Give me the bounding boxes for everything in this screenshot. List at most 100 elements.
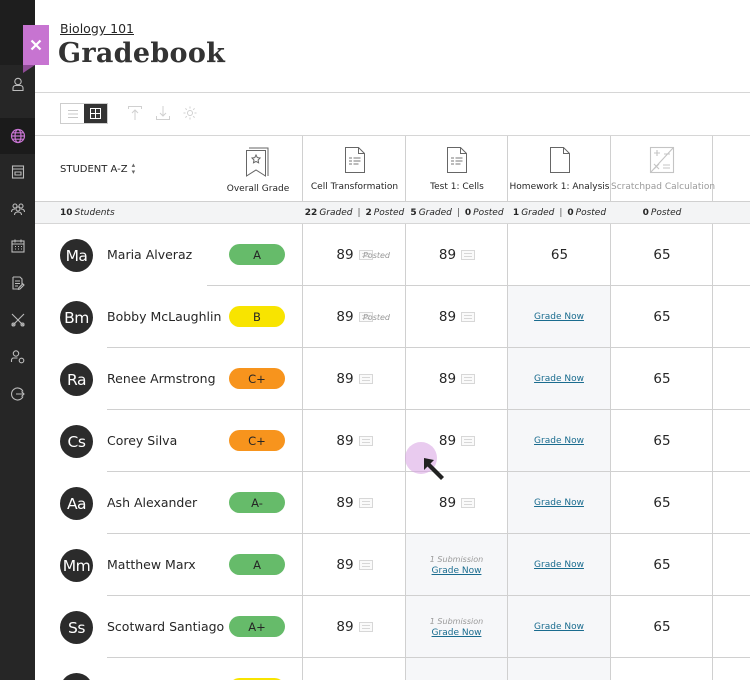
submission-status: 1 Submission Grade Now <box>430 617 483 638</box>
user-settings-icon <box>10 350 24 364</box>
grade-cell[interactable]: 89 Posted <box>336 309 390 325</box>
grade-cell[interactable]: 65 <box>653 247 671 263</box>
column-title: Scratchpad Calculation <box>611 182 716 192</box>
nav-item-organizations[interactable] <box>0 191 35 227</box>
grade-cell[interactable]: 89 <box>303 348 406 410</box>
overall-grade-pill[interactable]: C+ <box>229 430 285 451</box>
gradebook-grid: STUDENT A-Z ▴ ▾ Overall Grade Cell Transf… <box>35 136 750 680</box>
column-header-homework-1[interactable]: Homework 1: Analysis <box>508 146 611 192</box>
grade-now-link[interactable]: Grade Now <box>534 436 584 446</box>
student-name[interactable]: Matthew Marx <box>107 557 196 572</box>
grade-cell[interactable]: 1 Submission Grade Now <box>406 534 507 596</box>
grade-cell[interactable] <box>508 658 610 680</box>
grade-cell[interactable]: 65 <box>653 557 671 573</box>
student-name[interactable]: Renee Armstrong <box>107 371 216 386</box>
grade-cell[interactable]: 89 <box>303 534 406 596</box>
grade-cell[interactable]: Grade Now <box>508 596 610 658</box>
grade-cell[interactable]: 89 <box>303 596 406 658</box>
submission-status: 1 Submission Grade Now <box>430 555 483 576</box>
overall-grade-label: Overall Grade <box>226 184 290 194</box>
grade-cell[interactable]: 89 <box>303 410 406 472</box>
grade-cell[interactable]: 65 <box>653 495 671 511</box>
student-name[interactable]: Bobby McLaughlin <box>107 309 222 324</box>
grade-cell[interactable]: 65 <box>653 371 671 387</box>
student-name[interactable]: Corey Silva <box>107 433 178 448</box>
grade-cell[interactable]: 65 <box>653 619 671 635</box>
grade-now-link[interactable]: Grade Now <box>431 565 482 576</box>
grade-cell[interactable]: 89 <box>406 472 508 534</box>
nav-item-signout[interactable] <box>0 376 35 412</box>
close-icon <box>30 39 42 51</box>
row-divider <box>303 285 750 286</box>
grade-cell[interactable]: 65 <box>653 309 671 325</box>
student-row <box>35 658 750 680</box>
upload-icon[interactable] <box>127 105 143 121</box>
student-name[interactable]: Ash Alexander <box>107 495 198 510</box>
grade-cell[interactable]: 89 <box>406 348 508 410</box>
comment-icon <box>461 498 476 508</box>
calculation-icon <box>649 146 675 174</box>
document-icon <box>549 147 570 173</box>
overall-grade-pill[interactable] <box>229 678 285 680</box>
grid-view-button[interactable] <box>84 104 107 123</box>
nav-item-calendar[interactable] <box>0 228 35 264</box>
row-divider <box>107 409 750 410</box>
course-breadcrumb-link[interactable]: Biology 101 <box>60 21 134 36</box>
column-title: Cell Transformation <box>310 182 399 192</box>
overall-grade-header[interactable]: Overall Grade <box>223 146 293 194</box>
list-view-button[interactable] <box>61 104 84 123</box>
grade-now-link[interactable]: Grade Now <box>534 374 584 384</box>
grade-cell[interactable]: 89 <box>406 224 508 286</box>
download-icon[interactable] <box>155 105 171 121</box>
grade-cell[interactable]: 89 <box>406 410 508 472</box>
nav-item-tools[interactable] <box>0 302 35 338</box>
grade-cell[interactable]: 89 Posted <box>336 247 390 263</box>
nav-item-institution[interactable] <box>0 118 35 154</box>
grade-cell[interactable]: Grade Now <box>508 534 610 596</box>
comment-icon <box>358 436 373 446</box>
grade-cell[interactable]: Grade Now <box>508 348 610 410</box>
nav-item-grades[interactable] <box>0 265 35 301</box>
grade-now-link[interactable]: Grade Now <box>431 627 482 638</box>
overall-grade-pill[interactable]: A <box>229 244 285 265</box>
column-header-test-1-cells[interactable]: Test 1: Cells <box>406 146 508 192</box>
grade-cell[interactable] <box>406 658 507 680</box>
grade-cell[interactable]: 65 <box>550 247 569 263</box>
overall-grade-pill[interactable]: B <box>229 306 285 327</box>
grade-cell[interactable]: Grade Now <box>508 286 610 348</box>
student-name[interactable]: Scotward Santiago <box>107 619 225 634</box>
settings-icon[interactable] <box>182 105 198 121</box>
comment-icon <box>461 312 476 322</box>
overall-grade-pill[interactable]: C+ <box>229 368 285 389</box>
student-row: Ma Maria Alveraz A 89 Posted 89 65 65 <box>35 224 750 286</box>
avatar: Ss <box>60 611 93 644</box>
overall-grade-pill[interactable]: A+ <box>229 616 285 637</box>
nav-rail <box>0 0 35 680</box>
student-sort-button[interactable]: STUDENT A-Z ▴ ▾ <box>60 162 135 176</box>
avatar <box>60 673 93 680</box>
nav-item-admin[interactable] <box>0 339 35 375</box>
nav-item-profile[interactable] <box>0 66 35 102</box>
grade-now-link[interactable]: Grade Now <box>534 312 584 322</box>
grade-now-link[interactable]: Grade Now <box>534 560 584 570</box>
courses-icon <box>11 165 24 179</box>
nav-item-courses[interactable] <box>0 154 35 190</box>
column-header-scratchpad[interactable]: Scratchpad Calculation <box>611 146 716 192</box>
grade-cell[interactable]: Grade Now <box>508 472 610 534</box>
student-name[interactable]: Maria Alveraz <box>107 247 193 262</box>
close-button[interactable] <box>23 25 49 73</box>
grade-cell[interactable]: 65 <box>653 433 671 449</box>
avatar: Bm <box>60 301 93 334</box>
student-sort-label: STUDENT A-Z <box>60 163 128 175</box>
avatar: Ra <box>60 363 93 396</box>
overall-grade-pill[interactable]: A <box>229 554 285 575</box>
grade-cell[interactable]: Grade Now <box>508 410 610 472</box>
grade-cell[interactable]: 89 <box>303 472 406 534</box>
column-summary: 1 Graded | 0 Posted <box>512 208 607 218</box>
grade-cell[interactable]: 89 <box>406 286 508 348</box>
column-header-cell-transformation[interactable]: Cell Transformation <box>303 146 406 192</box>
grade-cell[interactable]: 1 Submission Grade Now <box>406 596 507 658</box>
grade-now-link[interactable]: Grade Now <box>534 622 584 632</box>
grade-now-link[interactable]: Grade Now <box>534 498 584 508</box>
overall-grade-pill[interactable]: A- <box>229 492 285 513</box>
